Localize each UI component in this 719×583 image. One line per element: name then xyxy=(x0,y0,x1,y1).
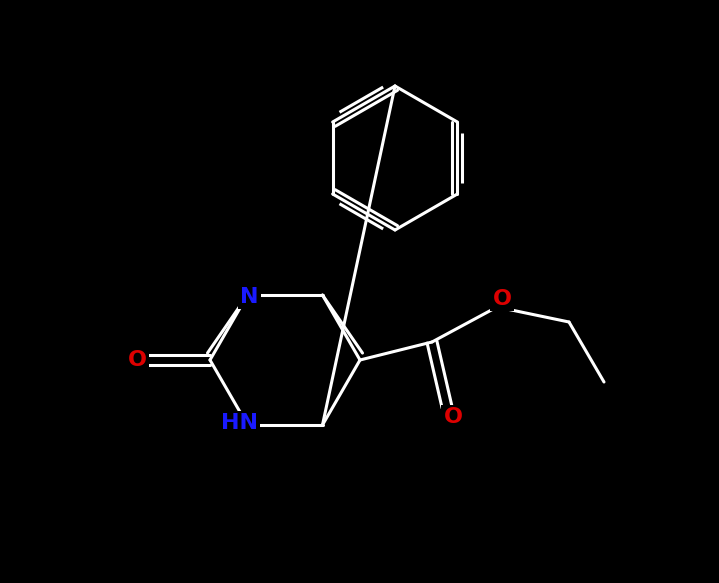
Text: N: N xyxy=(240,287,259,307)
Text: O: O xyxy=(127,350,147,370)
Text: O: O xyxy=(444,407,462,427)
Text: HN: HN xyxy=(221,413,258,433)
Text: O: O xyxy=(493,289,511,309)
